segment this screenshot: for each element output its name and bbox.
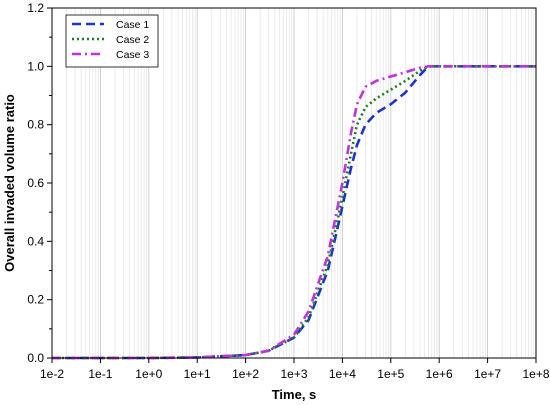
x-tick-label: 1e+2 [232,367,259,381]
x-tick-label: 1e+7 [474,367,501,381]
legend: Case 1 Case 2 Case 3 [65,14,159,68]
x-tick-label: 1e+0 [135,367,162,381]
x-tick-label: 1e+5 [377,367,404,381]
legend-label-case-3: Case 3 [116,49,149,61]
x-tick-label: 1e-2 [40,367,64,381]
legend-box [65,14,159,68]
series-line-case-1 [52,65,536,360]
x-axis-title: Time, s [272,387,317,402]
y-axis-title: Overall invaded volume ratio [2,94,17,272]
x-axis: 1e-2 1e-1 1e+0 1e+1 1e+2 1e+3 1e+4 1e+5 1e+6 1e+7… [40,358,550,381]
series-line-case-3 [52,65,536,360]
y-axis: 0.0 0.2 0.4 0.6 0.8 1.0 1.2 [27,1,52,365]
y-tick-label: 0.6 [27,176,44,190]
x-tick-label: 1e+1 [184,367,211,381]
legend-label-case-1: Case 1 [116,19,149,31]
x-tick-label: 1e+8 [522,367,549,381]
y-tick-label: 0.0 [27,351,44,365]
x-tick-label: 1e+6 [426,367,453,381]
y-tick-label: 0.2 [27,293,44,307]
x-tick-label: 1e+3 [280,367,307,381]
x-tick-label: 1e-1 [88,367,112,381]
y-tick-label: 1.0 [27,59,44,73]
y-tick-label: 1.2 [27,1,44,15]
x-tick-label: 1e+4 [329,367,356,381]
series-lines [52,65,536,360]
y-tick-label: 0.8 [27,118,44,132]
legend-label-case-2: Case 2 [116,34,149,46]
y-tick-label: 0.4 [27,234,44,248]
